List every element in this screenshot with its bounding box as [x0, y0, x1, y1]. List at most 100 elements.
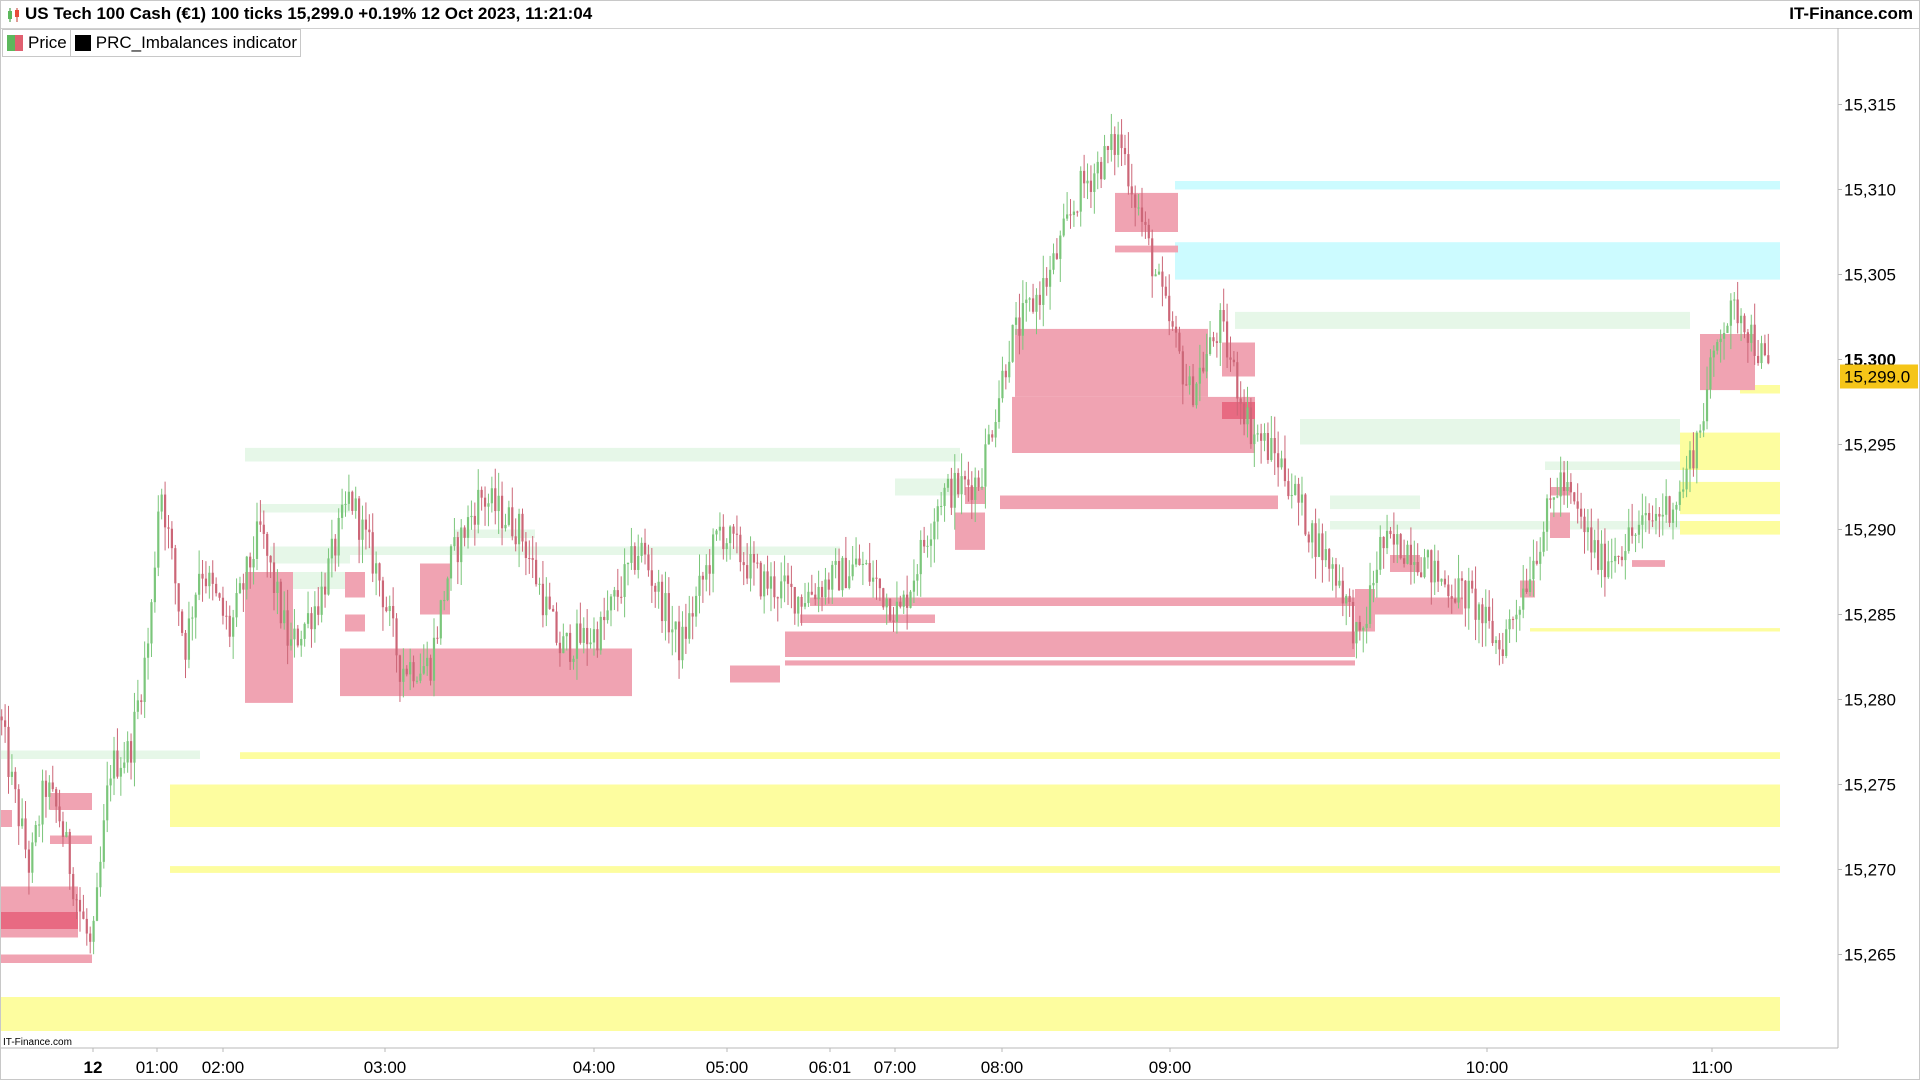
- candle: [191, 606, 194, 641]
- candle: [960, 453, 963, 515]
- candle: [1515, 599, 1518, 643]
- last-price-label: 15,299.0: [1844, 368, 1910, 387]
- candle: [592, 617, 596, 656]
- candle: [446, 576, 449, 602]
- candle: [395, 613, 398, 673]
- candle: [1280, 450, 1283, 470]
- candle: [1661, 493, 1664, 536]
- candle: [123, 742, 126, 774]
- candle: [1702, 403, 1705, 438]
- candle: [1042, 255, 1045, 327]
- candle: [1712, 345, 1715, 377]
- candle: [957, 468, 960, 498]
- candle: [1760, 335, 1763, 369]
- candle: [524, 532, 527, 576]
- candles: [0, 113, 1770, 955]
- candle: [841, 556, 844, 597]
- candle: [1695, 430, 1698, 484]
- candle: [1600, 530, 1603, 588]
- legend-label-imbalances: PRC_Imbalances indicator: [95, 33, 297, 52]
- candle: [865, 559, 868, 566]
- candle: [92, 916, 95, 955]
- candle: [460, 519, 463, 586]
- candle: [480, 486, 483, 511]
- x-tick-label: 03:00: [364, 1058, 407, 1077]
- candle: [89, 926, 92, 954]
- candle: [490, 476, 493, 513]
- candle: [977, 470, 980, 492]
- legend-item-price[interactable]: Price: [3, 30, 71, 56]
- bearish-imbalance-zone: [1, 810, 12, 827]
- y-tick-label: 15,265: [1844, 946, 1896, 965]
- candle: [837, 548, 841, 592]
- candle: [684, 603, 687, 654]
- candle: [1726, 323, 1729, 334]
- candle: [844, 536, 847, 589]
- candle: [1368, 562, 1372, 629]
- candle: [579, 602, 582, 645]
- last-price-badge: [1840, 364, 1918, 389]
- legend-item-imbalances[interactable]: PRC_Imbalances indicator: [71, 30, 300, 56]
- candle: [242, 573, 245, 612]
- candle: [507, 500, 510, 527]
- candle: [558, 631, 562, 667]
- candle: [303, 622, 306, 647]
- candle: [1651, 505, 1654, 528]
- y-tick-label: 15,275: [1844, 776, 1896, 795]
- candle: [732, 523, 735, 549]
- candle: [392, 587, 395, 637]
- x-tick-label: 10:00: [1466, 1058, 1509, 1077]
- candle: [1086, 163, 1089, 200]
- candle: [722, 514, 725, 560]
- x-tick-label: 04:00: [573, 1058, 616, 1077]
- candle: [831, 560, 834, 604]
- candle: [1246, 386, 1249, 438]
- candle: [1549, 477, 1552, 509]
- candle: [317, 587, 320, 626]
- candle: [412, 655, 415, 688]
- candle: [1048, 255, 1052, 310]
- candle: [1440, 578, 1443, 586]
- candle: [599, 611, 602, 655]
- imbalance-zones: [1, 181, 1780, 1031]
- candle: [1052, 243, 1055, 275]
- y-tick-label: 15,285: [1844, 606, 1896, 625]
- candle: [306, 591, 310, 629]
- candle: [820, 580, 824, 612]
- candle: [698, 554, 701, 614]
- candle: [814, 583, 817, 606]
- bearish-imbalance-zone: [1115, 192, 1178, 232]
- candle: [1736, 281, 1739, 334]
- candle: [790, 565, 793, 609]
- bearish-strong-imbalance-zone: [1, 912, 78, 929]
- candle: [153, 551, 156, 613]
- bullish-light-imbalance-zone: [1235, 311, 1690, 329]
- candle: [742, 552, 745, 586]
- candle: [756, 553, 759, 569]
- candle: [1253, 419, 1256, 467]
- candle: [916, 564, 919, 596]
- candle: [861, 551, 864, 586]
- candle: [160, 488, 163, 520]
- candle: [626, 562, 630, 586]
- candle: [613, 586, 616, 611]
- candle: [140, 694, 143, 715]
- candle: [75, 894, 78, 920]
- candle: [208, 565, 211, 599]
- candle: [1355, 621, 1358, 659]
- candle: [276, 569, 279, 615]
- candle: [1232, 351, 1235, 367]
- candle: [701, 571, 704, 603]
- candle: [1144, 211, 1147, 239]
- candle: [677, 605, 681, 679]
- candle: [609, 593, 613, 627]
- watermark-label: IT-Finance.com: [3, 1037, 72, 1048]
- candle: [1454, 578, 1457, 604]
- candle: [429, 654, 432, 686]
- candle: [1225, 303, 1229, 369]
- candle: [1290, 473, 1293, 509]
- candle: [517, 508, 521, 568]
- candle: [749, 536, 752, 592]
- candle: [545, 577, 548, 627]
